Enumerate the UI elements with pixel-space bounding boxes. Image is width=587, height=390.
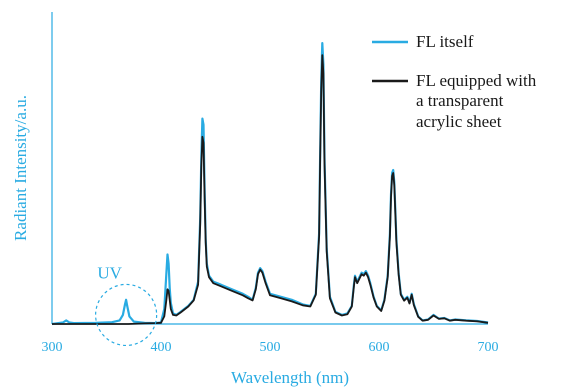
- y-axis-title: Radiant Intensity/a.u.: [11, 95, 30, 241]
- x-tick-label: 400: [151, 340, 172, 355]
- uv-circle: [95, 283, 158, 347]
- uv-label: UV: [97, 263, 122, 282]
- legend-label: acrylic sheet: [416, 112, 502, 131]
- x-tick-label: 300: [42, 340, 63, 355]
- uv-annotation: UV: [95, 263, 158, 347]
- x-tick-label: 700: [478, 340, 499, 355]
- x-axis-title: Wavelength (nm): [231, 368, 349, 387]
- legend-label: FL equipped with: [416, 71, 537, 90]
- legend-label: a transparent: [416, 91, 504, 110]
- x-tick-label: 500: [260, 340, 281, 355]
- x-tick-label: 600: [369, 340, 390, 355]
- chart-series-layer: [51, 41, 489, 326]
- x-tick-labels: 300 400 500 600 700: [42, 340, 499, 355]
- series-line-fl-acrylic: [52, 54, 489, 325]
- legend-label: FL itself: [416, 32, 474, 51]
